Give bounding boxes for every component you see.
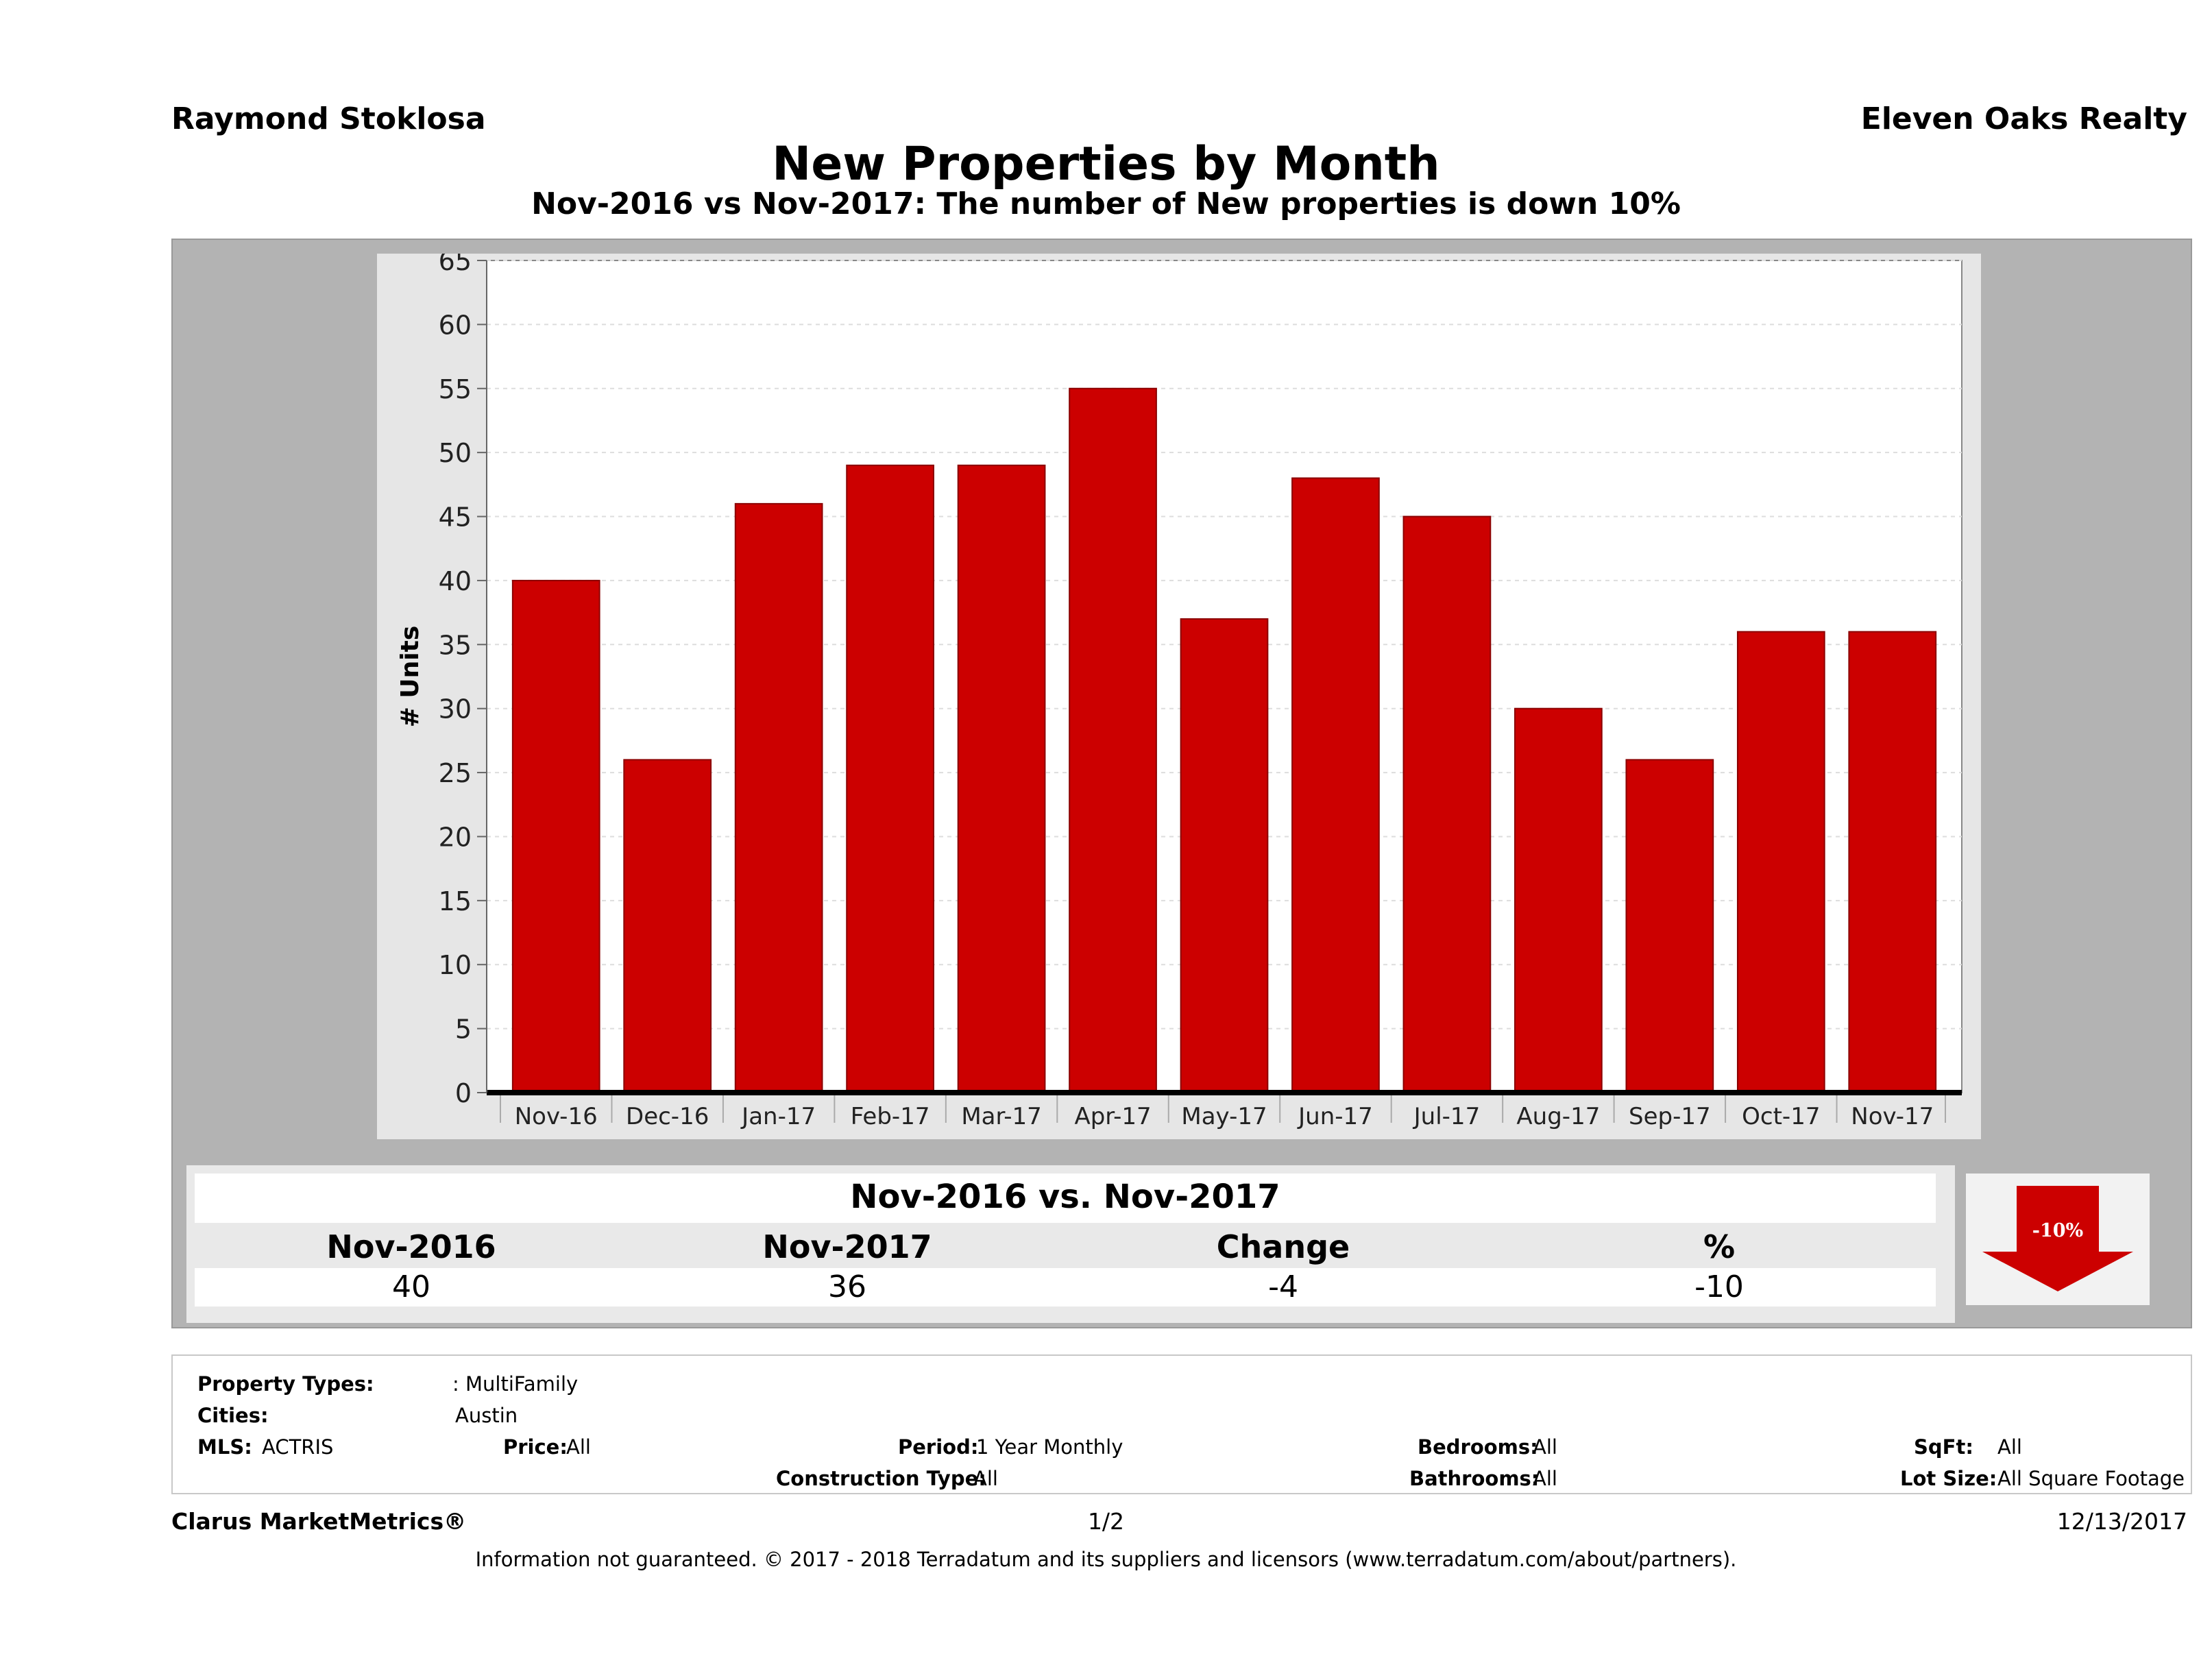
bar <box>1402 515 1492 1093</box>
bar <box>957 464 1046 1094</box>
price-label: Price: <box>503 1435 568 1459</box>
property-types-label: Property Types: <box>197 1372 374 1396</box>
y-tick-label: 45 <box>439 502 472 533</box>
summary-header-percent: % <box>1703 1228 1736 1265</box>
x-tick-label: Sep-17 <box>1629 1103 1711 1130</box>
x-tick-label: Dec-16 <box>626 1103 709 1130</box>
y-tick-label: 15 <box>439 886 472 916</box>
bathrooms-value: All <box>1533 1467 1557 1490</box>
change-badge-label: -10% <box>2032 1220 2083 1241</box>
bar <box>1069 387 1157 1093</box>
report-title: New Properties by Month <box>772 137 1440 191</box>
bathrooms-label: Bathrooms: <box>1409 1467 1540 1490</box>
lot-size-value: All Square Footage <box>1997 1467 2185 1490</box>
x-tick-label: Feb-17 <box>851 1103 930 1130</box>
report-subtitle: Nov-2016 vs Nov-2017: The number of New … <box>531 186 1681 221</box>
summary-value-end: 36 <box>828 1269 866 1304</box>
x-tick-label: Aug-17 <box>1516 1103 1600 1130</box>
filter-criteria-panel: Property Types: : MultiFamily Cities: Au… <box>171 1354 2192 1494</box>
y-tick-label: 20 <box>439 822 472 852</box>
x-tick-label: Jul-17 <box>1413 1103 1481 1130</box>
bar <box>1848 631 1937 1093</box>
x-tick-label: Nov-16 <box>515 1103 598 1130</box>
bar <box>1291 477 1380 1093</box>
y-tick-label: 40 <box>439 566 472 596</box>
bar <box>1736 631 1825 1093</box>
bar <box>1514 707 1603 1093</box>
summary-value-percent: -10 <box>1694 1269 1744 1304</box>
report-date: 12/13/2017 <box>2056 1508 2187 1535</box>
bar <box>846 464 934 1094</box>
sqft-value: All <box>1997 1435 2022 1459</box>
y-tick-label: 25 <box>439 758 472 788</box>
page-number: 1/2 <box>1087 1508 1125 1535</box>
cities-label: Cities: <box>197 1404 269 1427</box>
period-value: 1 Year Monthly <box>976 1435 1123 1459</box>
price-value: All <box>566 1435 591 1459</box>
x-tick-label: Nov-17 <box>1851 1103 1934 1130</box>
y-tick-label: 30 <box>439 694 472 725</box>
down-arrow-icon: -10% <box>1982 1186 2133 1291</box>
summary-values-bar <box>195 1268 1936 1306</box>
y-tick-label: 65 <box>439 254 472 276</box>
mls-value: ACTRIS <box>262 1435 334 1459</box>
cities-value: Austin <box>455 1404 518 1427</box>
x-tick-label: Apr-17 <box>1074 1103 1151 1130</box>
y-tick-label: 10 <box>439 950 472 980</box>
period-label: Period: <box>898 1435 979 1459</box>
disclaimer: Information not guaranteed. © 2017 - 201… <box>475 1548 1737 1571</box>
x-tick-label: Jun-17 <box>1297 1103 1373 1130</box>
x-tick-label: Mar-17 <box>961 1103 1042 1130</box>
bar-chart: 0 5 10 15 20 25 30 35 40 45 50 55 60 65 Nov-16 Dec-16 Ja… <box>396 254 1962 1130</box>
y-tick-label: 5 <box>455 1014 472 1045</box>
y-axis-label: # Units <box>396 626 424 728</box>
x-tick-label: May-17 <box>1181 1103 1267 1130</box>
construction-type-label: Construction Type: <box>776 1467 986 1490</box>
product-name: Clarus MarketMetrics® <box>171 1508 467 1535</box>
bar <box>1625 759 1714 1094</box>
summary-value-change: -4 <box>1268 1269 1298 1304</box>
y-tick-label: 55 <box>439 374 472 404</box>
lot-size-label: Lot Size: <box>1900 1467 1997 1490</box>
y-tick-label: 60 <box>439 310 472 340</box>
bar <box>511 579 600 1093</box>
agent-name: Raymond Stoklosa <box>171 101 486 136</box>
summary-value-start: 40 <box>392 1269 430 1304</box>
sqft-label: SqFt: <box>1914 1435 1973 1459</box>
y-tick-label: 50 <box>439 438 472 468</box>
mls-label: MLS: <box>197 1435 252 1459</box>
summary-header-change: Change <box>1216 1228 1350 1265</box>
property-types-value: : MultiFamily <box>452 1372 579 1396</box>
summary-title: Nov-2016 vs. Nov-2017 <box>850 1178 1280 1216</box>
construction-type-value: All <box>973 1467 998 1490</box>
y-tick-label: 35 <box>439 630 472 660</box>
summary-header-start: Nov-2016 <box>326 1228 496 1265</box>
bar <box>734 502 823 1094</box>
brokerage-name: Eleven Oaks Realty <box>1860 101 2187 136</box>
bedrooms-value: All <box>1533 1435 1557 1459</box>
bar <box>623 759 712 1094</box>
x-tick-label: Oct-17 <box>1742 1103 1820 1130</box>
x-tick-label: Jan-17 <box>740 1103 816 1130</box>
bedrooms-label: Bedrooms: <box>1418 1435 1538 1459</box>
y-tick-label: 0 <box>455 1078 472 1108</box>
summary-title-bar <box>195 1174 1936 1223</box>
bar <box>1180 618 1269 1093</box>
summary-header-end: Nov-2017 <box>762 1228 932 1265</box>
